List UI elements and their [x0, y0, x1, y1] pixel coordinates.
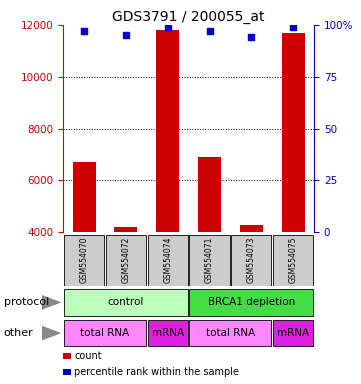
Polygon shape — [42, 295, 61, 310]
Title: GDS3791 / 200055_at: GDS3791 / 200055_at — [112, 10, 265, 24]
Bar — [198, 157, 221, 336]
Point — [248, 34, 254, 40]
Point — [165, 24, 171, 30]
Text: percentile rank within the sample: percentile rank within the sample — [74, 367, 239, 377]
Bar — [148, 320, 188, 346]
Text: BRCA1 depletion: BRCA1 depletion — [208, 297, 295, 308]
Text: count: count — [74, 351, 102, 361]
Text: protocol: protocol — [4, 297, 49, 308]
Bar — [63, 353, 71, 359]
Text: total RNA: total RNA — [206, 328, 255, 338]
Point — [123, 32, 129, 38]
Bar — [240, 225, 263, 336]
Bar — [64, 235, 104, 286]
Bar — [190, 320, 271, 346]
Bar — [64, 289, 188, 316]
Bar — [156, 30, 179, 336]
Bar — [64, 320, 146, 346]
Bar — [231, 235, 271, 286]
Text: control: control — [108, 297, 144, 308]
Point — [290, 24, 296, 30]
Bar — [106, 235, 146, 286]
Bar — [273, 235, 313, 286]
Text: GSM554073: GSM554073 — [247, 237, 256, 283]
Text: GSM554070: GSM554070 — [79, 237, 88, 283]
Text: mRNA: mRNA — [152, 328, 184, 338]
Text: GSM554072: GSM554072 — [121, 237, 130, 283]
Bar — [273, 320, 313, 346]
Bar — [190, 289, 313, 316]
Bar — [190, 235, 230, 286]
Text: total RNA: total RNA — [81, 328, 130, 338]
Text: other: other — [4, 328, 33, 338]
Text: GSM554075: GSM554075 — [289, 237, 298, 283]
Bar — [63, 369, 71, 375]
Text: mRNA: mRNA — [277, 328, 309, 338]
Polygon shape — [42, 326, 61, 341]
Bar — [282, 33, 305, 336]
Text: GSM554074: GSM554074 — [163, 237, 172, 283]
Bar — [148, 235, 188, 286]
Text: GSM554071: GSM554071 — [205, 237, 214, 283]
Point — [81, 28, 87, 34]
Bar — [114, 227, 138, 336]
Bar — [73, 162, 96, 336]
Point — [206, 28, 212, 34]
